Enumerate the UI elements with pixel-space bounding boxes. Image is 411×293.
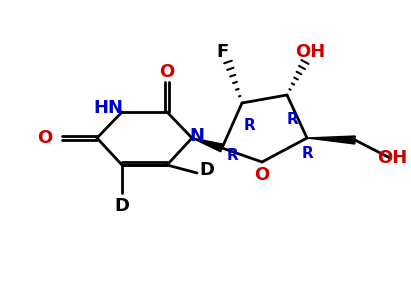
Text: D: D: [115, 197, 129, 215]
Text: OH: OH: [377, 149, 407, 167]
Text: R: R: [226, 147, 238, 163]
Text: R: R: [301, 146, 313, 161]
Text: O: O: [159, 63, 175, 81]
Text: F: F: [216, 43, 228, 61]
Polygon shape: [192, 138, 223, 152]
Text: R: R: [243, 117, 255, 132]
Text: HN: HN: [93, 99, 123, 117]
Text: O: O: [37, 129, 53, 147]
Text: D: D: [199, 161, 215, 179]
Text: OH: OH: [295, 43, 325, 61]
Polygon shape: [307, 136, 355, 144]
Text: N: N: [189, 127, 205, 145]
Text: R: R: [286, 113, 298, 127]
Text: O: O: [254, 166, 270, 184]
